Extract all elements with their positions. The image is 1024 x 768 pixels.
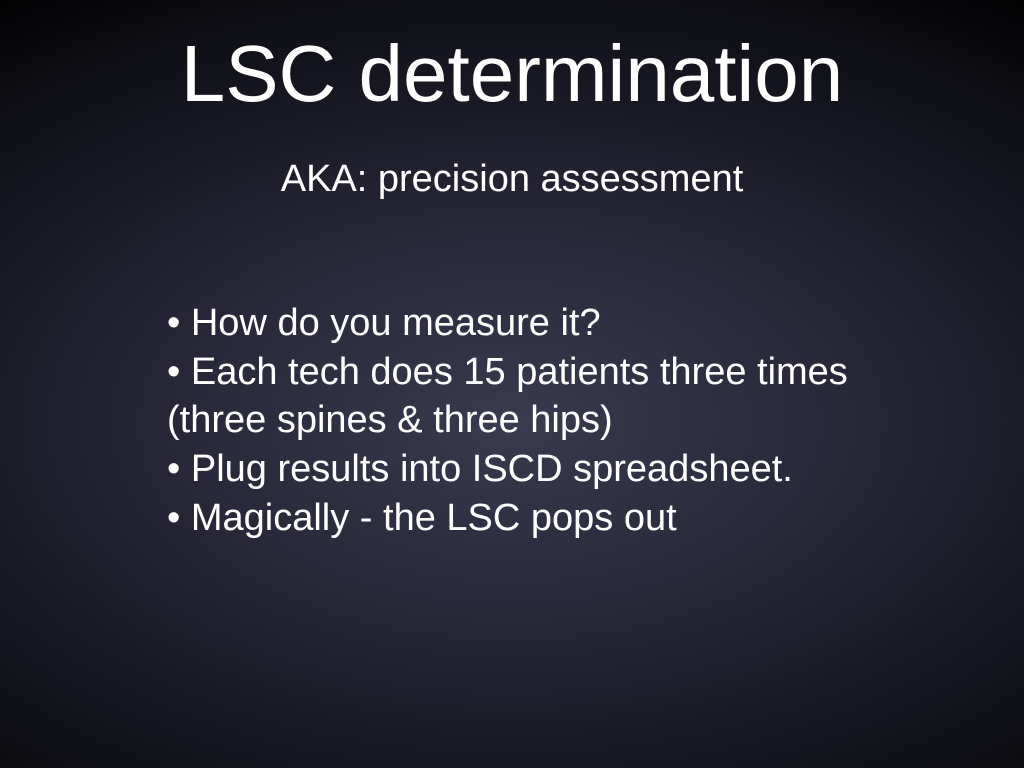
slide: LSC determination AKA: precision assessm… bbox=[0, 0, 1024, 768]
slide-title: LSC determination bbox=[0, 28, 1024, 120]
bullet-item: • Plug results into ISCD spreadsheet. bbox=[167, 445, 857, 494]
bullet-item: • How do you measure it? bbox=[167, 299, 857, 348]
slide-subtitle: AKA: precision assessment bbox=[0, 158, 1024, 201]
bullet-item: • Each tech does 15 patients three times… bbox=[167, 348, 857, 445]
bullet-item: • Magically - the LSC pops out bbox=[167, 494, 857, 543]
slide-body: • How do you measure it? • Each tech doe… bbox=[167, 299, 857, 542]
